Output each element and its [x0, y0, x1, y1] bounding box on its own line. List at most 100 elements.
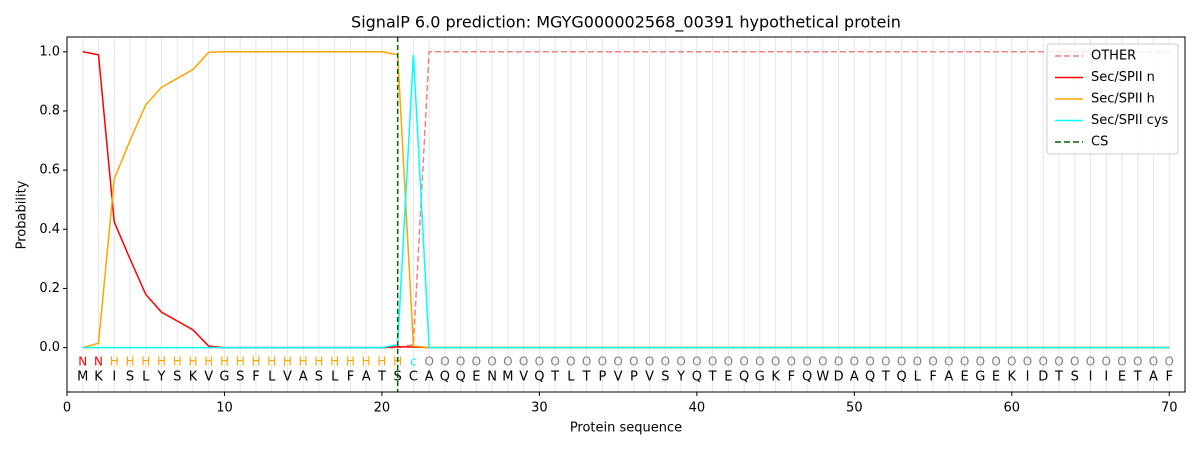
- residue-label: O: [424, 354, 433, 368]
- residue: I: [1026, 370, 1030, 385]
- residue: S: [661, 370, 669, 385]
- y-tick-label: 0.8: [39, 103, 60, 118]
- residue-label: H: [220, 354, 229, 368]
- series-line: [82, 54, 1170, 349]
- residue: I: [1089, 370, 1093, 385]
- residue-label: H: [173, 354, 182, 368]
- residue-label: O: [613, 354, 622, 368]
- residue-label: O: [944, 354, 953, 368]
- residue: V: [283, 370, 292, 385]
- residue: T: [582, 370, 591, 385]
- residue: A: [299, 370, 308, 385]
- series-line: [82, 51, 1170, 349]
- legend-label: Sec/SPII h: [1091, 92, 1155, 107]
- residue-label: H: [141, 354, 150, 368]
- residue-label: O: [645, 354, 654, 368]
- residue-label: O: [850, 354, 859, 368]
- residue-label: O: [1165, 354, 1174, 368]
- residue-label: O: [1007, 354, 1016, 368]
- residue-label: H: [188, 354, 197, 368]
- residue: A: [425, 370, 434, 385]
- residue-label: O: [472, 354, 481, 368]
- residue: F: [929, 370, 936, 385]
- residue: E: [1118, 370, 1126, 385]
- residue-label: O: [960, 354, 969, 368]
- residue: T: [1054, 370, 1063, 385]
- residue-label: O: [598, 354, 607, 368]
- residue: L: [268, 370, 276, 385]
- series-line: [82, 51, 1170, 349]
- residue-label: O: [503, 354, 512, 368]
- residue: D: [1038, 370, 1048, 385]
- residue-label: O: [550, 354, 559, 368]
- residue-label: N: [78, 354, 87, 368]
- residue-label: O: [1054, 354, 1063, 368]
- residue-label: O: [692, 354, 701, 368]
- residue-label: O: [928, 354, 937, 368]
- residue: K: [94, 370, 103, 385]
- residue: A: [1149, 370, 1158, 385]
- residue: M: [77, 370, 88, 385]
- residue: W: [816, 370, 829, 385]
- y-tick-label: 0.2: [39, 281, 60, 296]
- residue: T: [708, 370, 717, 385]
- residue: K: [1008, 370, 1017, 385]
- residue-label: H: [204, 354, 213, 368]
- residue: Q: [896, 370, 906, 385]
- residue-label: c: [410, 354, 417, 368]
- residue: T: [1133, 370, 1142, 385]
- x-tick-label: 30: [531, 401, 548, 416]
- residue-label: O: [456, 354, 465, 368]
- residue: S: [1071, 370, 1079, 385]
- residue-label: O: [535, 354, 544, 368]
- residue-label: O: [566, 354, 575, 368]
- residue: Q: [440, 370, 450, 385]
- residue: E: [992, 370, 1000, 385]
- legend-box: [1046, 43, 1179, 155]
- residue: F: [788, 370, 795, 385]
- residue-label: O: [724, 354, 733, 368]
- x-tick-label: 10: [216, 401, 233, 416]
- residue: G: [219, 370, 229, 385]
- y-tick-label: 0.6: [39, 163, 60, 178]
- residue: V: [614, 370, 623, 385]
- residue-label: H: [267, 354, 276, 368]
- residue: K: [189, 370, 198, 385]
- residue-label: O: [487, 354, 496, 368]
- residue-label: O: [1102, 354, 1111, 368]
- residue-label: O: [519, 354, 528, 368]
- residue-label: H: [346, 354, 355, 368]
- x-axis-label: Protein sequence: [570, 421, 682, 436]
- residue: E: [960, 370, 968, 385]
- residue: L: [331, 370, 339, 385]
- residue: F: [347, 370, 354, 385]
- residue: N: [487, 370, 497, 385]
- residue-label: H: [299, 354, 308, 368]
- x-tick-label: 50: [846, 401, 863, 416]
- residue-label: O: [1117, 354, 1126, 368]
- residue-label: O: [1070, 354, 1079, 368]
- residue-label: H: [314, 354, 323, 368]
- x-tick-label: 70: [1161, 401, 1178, 416]
- residue: T: [550, 370, 559, 385]
- x-tick-label: 0: [63, 401, 71, 416]
- residue: S: [173, 370, 181, 385]
- legend-label: Sec/SPII n: [1091, 70, 1155, 85]
- residue-label: O: [1023, 354, 1032, 368]
- residue-label: N: [94, 354, 103, 368]
- legend-label: CS: [1091, 135, 1108, 150]
- residue: S: [315, 370, 323, 385]
- legend-label: Sec/SPII cys: [1091, 113, 1169, 128]
- y-tick-label: 0.0: [39, 340, 60, 355]
- residue: Q: [802, 370, 812, 385]
- residue: T: [377, 370, 386, 385]
- residue-label: O: [865, 354, 874, 368]
- residue: A: [850, 370, 859, 385]
- residue: G: [755, 370, 765, 385]
- residue-label: O: [440, 354, 449, 368]
- residue-label: O: [818, 354, 827, 368]
- residue: S: [236, 370, 244, 385]
- legend-label: OTHER: [1091, 49, 1136, 64]
- series-line: [82, 51, 1170, 349]
- residue-label: H: [110, 354, 119, 368]
